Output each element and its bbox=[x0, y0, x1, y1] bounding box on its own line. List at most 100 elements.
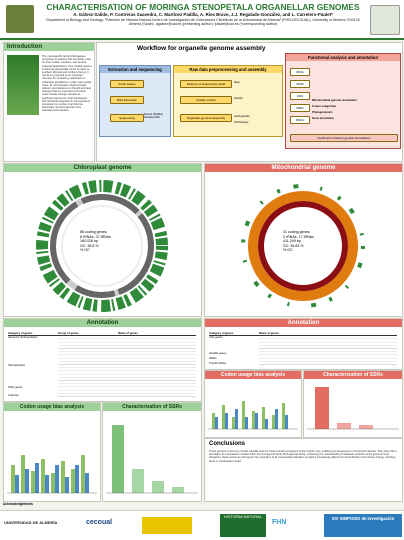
chloroplast-center-text: 86 coding genes, 8 rRNAs, 37 tRNAs 160,0… bbox=[80, 230, 130, 253]
logo-fhn: FHN bbox=[272, 519, 287, 526]
step-dna-extraction: DNA Extraction bbox=[110, 96, 144, 104]
intro-heading: Introduction bbox=[4, 43, 94, 51]
species-photo bbox=[6, 5, 34, 33]
step-rrna: rRNA bbox=[290, 80, 310, 88]
step-sequencing: Sequencing bbox=[110, 114, 144, 122]
annotation-right-heading: Annotation bbox=[205, 319, 402, 327]
tool-novoplasty: NOVOplasty bbox=[234, 121, 249, 124]
col-category: Category of genes bbox=[8, 331, 33, 335]
annotation-left-rows bbox=[58, 336, 196, 398]
header: CHARACTERISATION OF MORINGA STENOPETALA … bbox=[0, 0, 404, 40]
conclusions-heading: Conclusions bbox=[209, 441, 246, 447]
functional-footer: Synthesis of data in genetic annotations bbox=[290, 134, 398, 142]
mito-center-text: 31 coding genes, 3 rRNAs, 17 tRNAs 411,2… bbox=[283, 230, 333, 253]
cat-photosynthesis: Genes for photosynthesis bbox=[8, 336, 38, 339]
tool-fastp: fastp bbox=[234, 81, 240, 84]
step-ssrs: SSRs bbox=[290, 104, 310, 112]
step-trna: tRNA bbox=[290, 68, 310, 76]
logo-cecoual: cecoual bbox=[86, 519, 113, 526]
codon-left-panel: Codon usage bias analysis bbox=[3, 402, 101, 502]
step-filtering: Filtering of sequencing reads bbox=[180, 80, 232, 88]
codon-right-panel: Codon usage bias analysis bbox=[204, 370, 302, 438]
logo-historia-natural: HISTORIA NATURAL bbox=[220, 514, 266, 537]
tree-photo bbox=[7, 55, 39, 115]
cp-legend: % GC bbox=[80, 248, 90, 253]
mt-legend: % GC bbox=[283, 248, 293, 253]
tool-getorganelle: GetOrganelle bbox=[234, 115, 250, 118]
sequencing-note: Illumina, BGISEQ NovaSeq 6000 bbox=[144, 113, 163, 119]
note-mito-annotation: Mitochondrial genome annotation bbox=[312, 98, 357, 102]
step-rscu: RSCU bbox=[290, 116, 310, 124]
codon-right-heading: Codon usage bias analysis bbox=[205, 371, 301, 379]
mt-rnas: 3 rRNAs, 17 tRNAs bbox=[283, 234, 314, 239]
step-fresh-leaves: Fresh leaves bbox=[110, 80, 144, 88]
raw-box: Raw data preprocessing and assembly Filt… bbox=[173, 65, 283, 137]
functional-box: Functional analysis and annotation tRNA … bbox=[285, 53, 401, 149]
intro-text: The monospecific family Moringaceae comp… bbox=[42, 55, 92, 113]
annotation-left-heading: Annotation bbox=[4, 319, 201, 327]
cat-variable: Variable genes bbox=[209, 352, 227, 355]
cp-rnas: 8 rRNAs, 37 tRNAs bbox=[80, 234, 111, 239]
ssr-left-heading: Characterization of SSRs bbox=[103, 403, 201, 411]
col-category-mt: Category of genes bbox=[209, 331, 234, 335]
mt-genes: 31 coding genes, bbox=[283, 230, 311, 234]
codon-right-chart bbox=[208, 401, 298, 430]
intro-panel: Introduction The monospecific family Mor… bbox=[3, 42, 95, 162]
mito-map bbox=[241, 184, 365, 308]
cp-genes: 86 coding genes, bbox=[80, 230, 108, 234]
authors: A. Gálvez-Salido, P. Contreras Saavedra,… bbox=[73, 12, 333, 17]
ssr-left-panel: Characterization of SSRs bbox=[102, 402, 202, 502]
codon-left-heading: Codon usage bias analysis bbox=[4, 403, 100, 411]
cat-rrnas: rRNAs bbox=[209, 357, 217, 360]
mito-heading: Mitochondrial genome bbox=[205, 164, 402, 172]
logo-bar: UNIVERSIDAD DE ALMERÍA cecoual HISTORIA … bbox=[0, 510, 404, 540]
note-gene-annotation: Gene annotation bbox=[312, 116, 335, 120]
qr-code-icon bbox=[370, 5, 400, 35]
mito-panel: Mitochondrial genome 31 coding genes, 3 … bbox=[204, 163, 403, 317]
note-phylogenomics: Phylogenomics bbox=[312, 110, 333, 114]
affiliation: Department of Biology and Geology, ¹Fabe… bbox=[46, 18, 360, 27]
annotation-left-panel: Annotation Category of genes Group of ge… bbox=[3, 318, 202, 402]
conclusions-text: These genomic resources provide valuable… bbox=[209, 450, 397, 463]
annotation-right-rows bbox=[259, 336, 397, 366]
ssr-right-heading: Characterization of SSRs bbox=[304, 371, 402, 379]
cp-length: 160,026 bp bbox=[80, 239, 98, 244]
note-codon-usage: Codon usage bias bbox=[312, 104, 337, 108]
logo-eu-ministry bbox=[142, 517, 192, 534]
tool-fastqc: FastQC bbox=[234, 97, 243, 100]
acknowledgements: Acknowledgements bbox=[3, 502, 33, 506]
workflow-heading: Workflow for organelle genome assembly bbox=[137, 45, 266, 52]
step-quality-control: Quality control bbox=[180, 96, 232, 104]
annotation-right-header-row: Category of genes Name of genes bbox=[209, 331, 397, 336]
cat-other: Other genes bbox=[8, 386, 23, 389]
mt-length: 411,249 bp bbox=[283, 239, 301, 244]
codon-left-chart bbox=[7, 455, 97, 494]
mt-gc: GC: 45.83 % bbox=[283, 243, 304, 248]
workflow-panel: Workflow for organelle genome assembly E… bbox=[96, 42, 403, 162]
conclusions-panel: Conclusions These genomic resources prov… bbox=[204, 438, 403, 502]
cat-trnas: Transfer RNAs bbox=[209, 362, 227, 365]
chloroplast-map bbox=[36, 180, 168, 312]
ssr-right-chart bbox=[307, 387, 399, 430]
chloroplast-heading: Chloroplast genome bbox=[4, 164, 201, 172]
annotation-right-panel: Annotation Category of genes Name of gen… bbox=[204, 318, 403, 370]
logo-ual: UNIVERSIDAD DE ALMERÍA bbox=[4, 520, 58, 525]
extraction-title: Extraction and sequencing bbox=[100, 66, 170, 73]
ssr-left-chart bbox=[106, 425, 198, 494]
functional-title: Functional analysis and annotation bbox=[286, 54, 400, 61]
col-group: Group of genes bbox=[58, 331, 79, 335]
cat-core: Core genes bbox=[209, 336, 223, 339]
cat-self-replication: Self-replication bbox=[8, 364, 26, 367]
step-cds: CDS bbox=[290, 92, 310, 100]
logo-simposio: XIV SIMPOSIO de investigación bbox=[324, 514, 402, 537]
chloroplast-panel: Chloroplast genome 86 coding genes, 8 rR… bbox=[3, 163, 202, 317]
cat-unknown: Unknown bbox=[8, 394, 19, 397]
ssr-right-panel: Characterization of SSRs bbox=[303, 370, 403, 438]
step-assembly: Organelle genome assembly bbox=[180, 114, 232, 122]
raw-title: Raw data preprocessing and assembly bbox=[174, 66, 282, 73]
cp-gc: GC: 36.8 % bbox=[80, 243, 99, 248]
extraction-box: Extraction and sequencing Fresh leaves D… bbox=[99, 65, 171, 137]
col-names: Name of genes bbox=[118, 331, 138, 335]
col-names-mt: Name of genes bbox=[259, 331, 279, 335]
poster-title: CHARACTERISATION OF MORINGA STENOPETALA … bbox=[46, 2, 360, 12]
